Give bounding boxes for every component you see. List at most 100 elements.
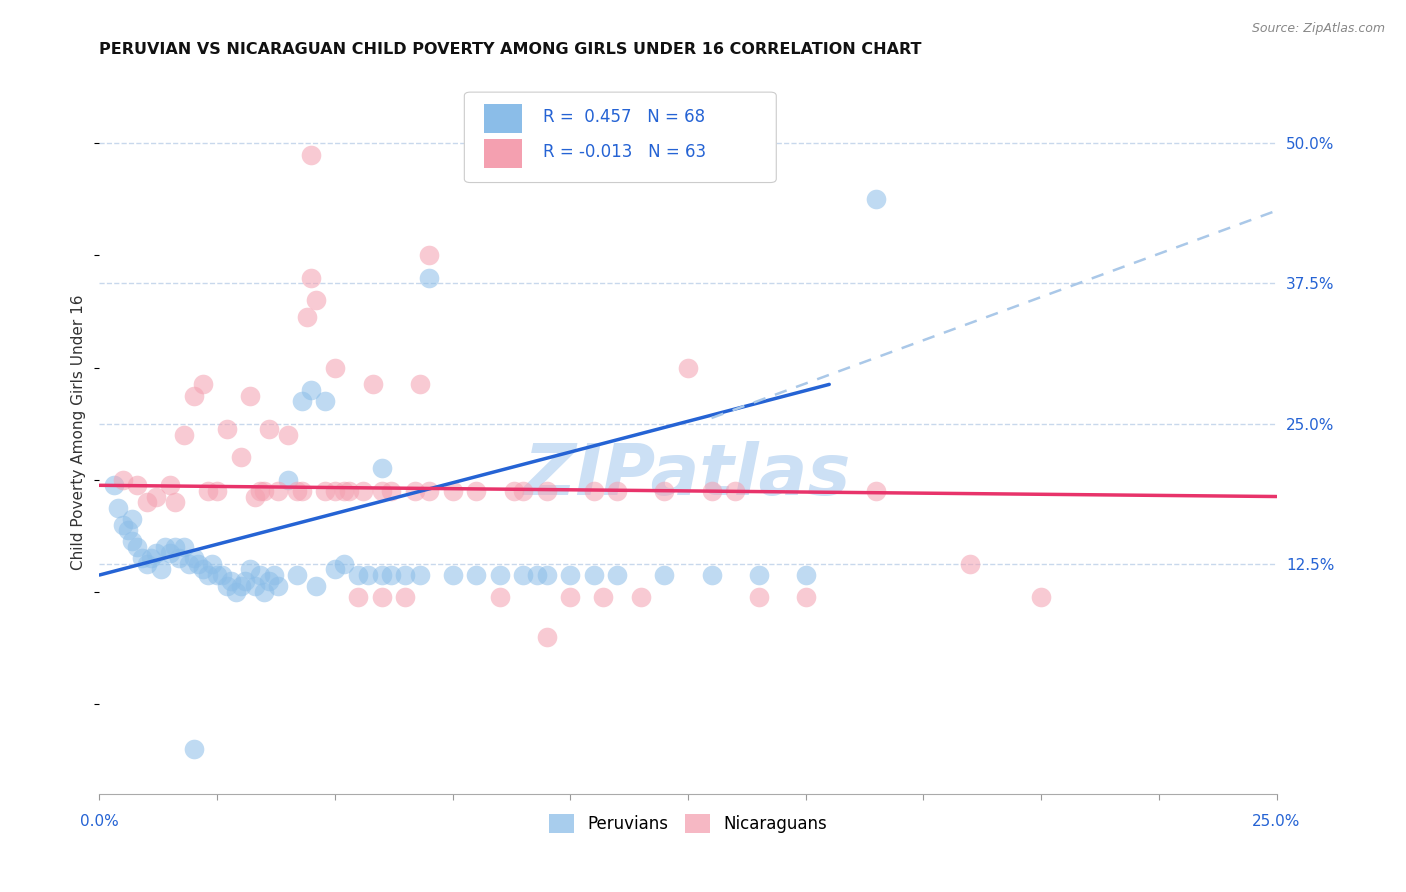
Point xyxy=(127,540,149,554)
Point xyxy=(418,271,440,285)
Point xyxy=(418,248,440,262)
Point xyxy=(865,483,887,498)
Point xyxy=(465,483,488,498)
Point xyxy=(323,483,346,498)
Point xyxy=(582,483,605,498)
Point xyxy=(295,310,318,325)
Point xyxy=(536,630,558,644)
Point xyxy=(408,568,430,582)
Point xyxy=(277,428,299,442)
Point xyxy=(249,483,271,498)
Point xyxy=(215,579,238,593)
Point xyxy=(291,483,314,498)
Point xyxy=(488,568,510,582)
Point xyxy=(191,377,214,392)
Point xyxy=(606,483,628,498)
Point xyxy=(371,461,394,475)
Point xyxy=(606,568,628,582)
Point xyxy=(257,422,280,436)
Point xyxy=(465,568,488,582)
Point xyxy=(111,473,134,487)
Point xyxy=(187,557,209,571)
Point xyxy=(418,483,440,498)
Text: R =  0.457   N = 68: R = 0.457 N = 68 xyxy=(543,109,706,127)
Point xyxy=(347,591,370,605)
Text: ZIPatlas: ZIPatlas xyxy=(524,441,852,510)
Point xyxy=(159,546,181,560)
FancyBboxPatch shape xyxy=(484,139,522,168)
Point xyxy=(183,389,205,403)
Point xyxy=(582,568,605,582)
Point xyxy=(249,568,271,582)
Point xyxy=(380,568,402,582)
Point xyxy=(305,293,328,308)
Point xyxy=(314,483,336,498)
Text: R = -0.013   N = 63: R = -0.013 N = 63 xyxy=(543,143,706,161)
Point xyxy=(205,568,228,582)
Point xyxy=(299,147,322,161)
Point xyxy=(380,483,402,498)
Point xyxy=(163,540,186,554)
Point xyxy=(197,568,219,582)
Point xyxy=(215,422,238,436)
Point xyxy=(163,495,186,509)
Point xyxy=(169,551,191,566)
Point xyxy=(263,568,285,582)
Point xyxy=(291,394,314,409)
Point xyxy=(560,568,582,582)
Point xyxy=(488,591,510,605)
Point xyxy=(502,483,524,498)
Point xyxy=(257,574,280,588)
Point xyxy=(191,562,214,576)
Point xyxy=(267,579,290,593)
Point xyxy=(748,568,770,582)
Point xyxy=(408,377,430,392)
Text: 25.0%: 25.0% xyxy=(1253,814,1301,829)
Point xyxy=(959,557,981,571)
Point xyxy=(337,483,360,498)
Point xyxy=(183,741,205,756)
Point xyxy=(145,546,167,560)
Text: Source: ZipAtlas.com: Source: ZipAtlas.com xyxy=(1251,22,1385,36)
Point xyxy=(211,568,233,582)
Point xyxy=(253,585,276,599)
Y-axis label: Child Poverty Among Girls Under 16: Child Poverty Among Girls Under 16 xyxy=(72,294,86,570)
Point xyxy=(526,568,548,582)
Point xyxy=(333,557,356,571)
Point xyxy=(159,478,181,492)
Point xyxy=(135,557,157,571)
Point xyxy=(205,483,228,498)
Point xyxy=(243,490,266,504)
Point xyxy=(794,568,817,582)
Point xyxy=(201,557,224,571)
Point xyxy=(347,568,370,582)
Point xyxy=(371,568,394,582)
Point xyxy=(121,534,143,549)
Point xyxy=(560,591,582,605)
Point xyxy=(314,394,336,409)
Point xyxy=(127,478,149,492)
Point xyxy=(177,557,200,571)
Text: PERUVIAN VS NICARAGUAN CHILD POVERTY AMONG GIRLS UNDER 16 CORRELATION CHART: PERUVIAN VS NICARAGUAN CHILD POVERTY AMO… xyxy=(100,42,922,57)
Point xyxy=(103,478,125,492)
Point xyxy=(724,483,747,498)
Point xyxy=(267,483,290,498)
Point xyxy=(676,360,699,375)
Point xyxy=(121,512,143,526)
Point xyxy=(183,551,205,566)
Point xyxy=(536,568,558,582)
Point xyxy=(333,483,356,498)
Point xyxy=(394,591,416,605)
Point xyxy=(536,483,558,498)
Point xyxy=(155,540,177,554)
Point xyxy=(225,585,247,599)
Point xyxy=(630,591,652,605)
Point xyxy=(107,500,129,515)
FancyBboxPatch shape xyxy=(484,104,522,133)
Point xyxy=(323,562,346,576)
Point xyxy=(135,495,157,509)
Point xyxy=(229,579,252,593)
Point xyxy=(394,568,416,582)
Point xyxy=(117,523,139,537)
Point xyxy=(239,562,262,576)
